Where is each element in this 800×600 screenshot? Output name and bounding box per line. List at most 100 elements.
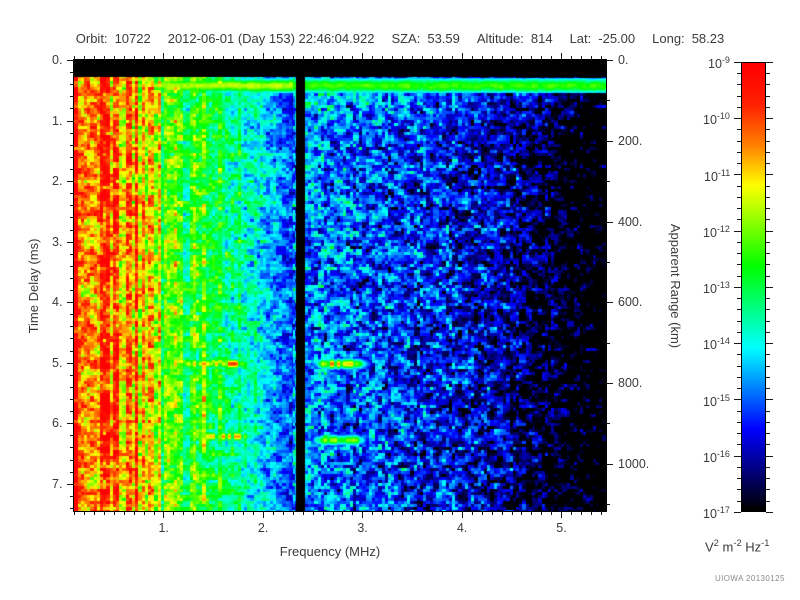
y-major-tick	[67, 423, 74, 424]
y-minor-tick	[70, 375, 74, 376]
colorbar-minor-tick-right	[766, 467, 770, 468]
x-major-tick	[561, 511, 562, 518]
x-top-tick	[342, 56, 343, 60]
colorbar-minor-tick-right	[766, 264, 770, 265]
x-top-tick	[382, 56, 383, 60]
x-minor-tick	[203, 511, 204, 515]
x-minor-tick	[104, 511, 105, 515]
colorbar-units-label: V2 m-2 Hz-1	[705, 538, 769, 554]
x-minor-tick	[273, 511, 274, 515]
x-minor-tick	[512, 511, 513, 515]
x-major-tick	[163, 511, 164, 518]
x-top-tick	[94, 56, 95, 60]
latitude-value: -25.00	[598, 31, 636, 46]
colorbar-minor-tick-right	[766, 186, 770, 187]
y2-major-tick	[606, 302, 613, 303]
colorbar-minor-tick-right	[766, 332, 770, 333]
colorbar-minor-tick-left	[737, 478, 741, 479]
x-minor-tick	[303, 511, 304, 515]
x-top-tick	[531, 56, 532, 60]
x-top-tick	[253, 56, 254, 60]
y-minor-tick	[70, 496, 74, 497]
colorbar-major-tick-left	[734, 62, 741, 63]
y-minor-tick	[70, 72, 74, 73]
units-hertz-exp: -1	[761, 538, 770, 548]
colorbar-minor-tick-right	[766, 141, 770, 142]
y-minor-tick	[70, 326, 74, 327]
x-top-tick	[492, 56, 493, 60]
colorbar-tick-exponent: -17	[716, 505, 730, 515]
x-top-tick	[144, 56, 145, 60]
x-top-tick	[452, 56, 453, 60]
x-top-tick	[512, 56, 513, 60]
latitude-label: Lat:	[569, 31, 592, 46]
x-top-tick	[561, 53, 562, 60]
units-volts: V	[705, 539, 714, 555]
x-minor-tick	[472, 511, 473, 515]
x-top-tick	[502, 56, 503, 60]
colorbar-minor-tick-left	[737, 163, 741, 164]
y-minor-tick	[70, 157, 74, 158]
x-minor-tick	[293, 511, 294, 515]
colorbar-minor-tick-right	[766, 219, 770, 220]
longitude-label: Long:	[652, 31, 685, 46]
colorbar-minor-tick-right	[766, 208, 770, 209]
colorbar-minor-tick-right	[766, 96, 770, 97]
x-minor-tick	[114, 511, 115, 515]
colorbar-tick-exponent: -12	[716, 223, 730, 234]
x-top-tick	[601, 56, 602, 60]
colorbar-tick-label: 10-14	[703, 336, 730, 352]
colorbar-minor-tick-right	[766, 489, 770, 490]
source-credit: UIOWA 20130125	[715, 574, 785, 583]
x-top-tick	[392, 56, 393, 60]
x-minor-tick	[333, 511, 334, 515]
x-minor-tick	[521, 511, 522, 515]
y2-minor-tick	[606, 100, 610, 101]
y-axis-title: Time Delay (ms)	[26, 238, 41, 333]
x-top-tick	[422, 56, 423, 60]
colorbar-minor-tick-right	[766, 152, 770, 153]
colorbar-minor-tick-right	[766, 433, 770, 434]
colorbar-minor-tick-left	[737, 309, 741, 310]
x-minor-tick	[94, 511, 95, 515]
y-minor-tick	[70, 338, 74, 339]
y-minor-tick	[70, 254, 74, 255]
x-top-tick	[352, 56, 353, 60]
colorbar-minor-tick-right	[766, 107, 770, 108]
colorbar-tick-base: 10	[703, 450, 717, 465]
x-top-tick	[333, 56, 334, 60]
colorbar-minor-tick-right	[766, 163, 770, 164]
x-minor-tick	[432, 511, 433, 515]
x-minor-tick	[183, 511, 184, 515]
x-top-tick	[462, 53, 463, 60]
y-major-tick	[67, 302, 74, 303]
x-axis-title: Frequency (MHz)	[279, 544, 381, 559]
colorbar-minor-tick-left	[737, 321, 741, 322]
y2-tick-label: 200.	[618, 133, 643, 148]
y-minor-tick	[70, 217, 74, 218]
y2-minor-tick	[606, 343, 610, 344]
colorbar-minor-tick-left	[737, 422, 741, 423]
x-top-tick	[213, 56, 214, 60]
y-minor-tick	[70, 460, 74, 461]
x-minor-tick	[531, 511, 532, 515]
colorbar-minor-tick-right	[766, 377, 770, 378]
colorbar-tick-exponent: -9	[721, 55, 730, 65]
y-tick-label: 3.	[52, 234, 63, 249]
colorbar-minor-tick-left	[737, 354, 741, 355]
colorbar-tick-base: 10	[704, 169, 718, 184]
colorbar-tick-label: 10-17	[703, 505, 730, 521]
colorbar-major-tick-right	[766, 343, 773, 344]
colorbar-major-tick-left	[734, 174, 741, 175]
x-minor-tick	[372, 511, 373, 515]
y2-tick-label: 400.	[618, 214, 643, 229]
x-minor-tick	[134, 511, 135, 515]
y2-minor-tick	[606, 181, 610, 182]
x-tick-label: 1.	[158, 521, 169, 535]
x-tick-label: 4.	[456, 521, 468, 535]
x-top-tick	[203, 56, 204, 60]
x-top-tick	[323, 56, 324, 60]
colorbar-minor-tick-right	[766, 298, 770, 299]
colorbar-tick-exponent: -15	[716, 392, 730, 403]
altitude-label: Altitude:	[476, 31, 524, 46]
